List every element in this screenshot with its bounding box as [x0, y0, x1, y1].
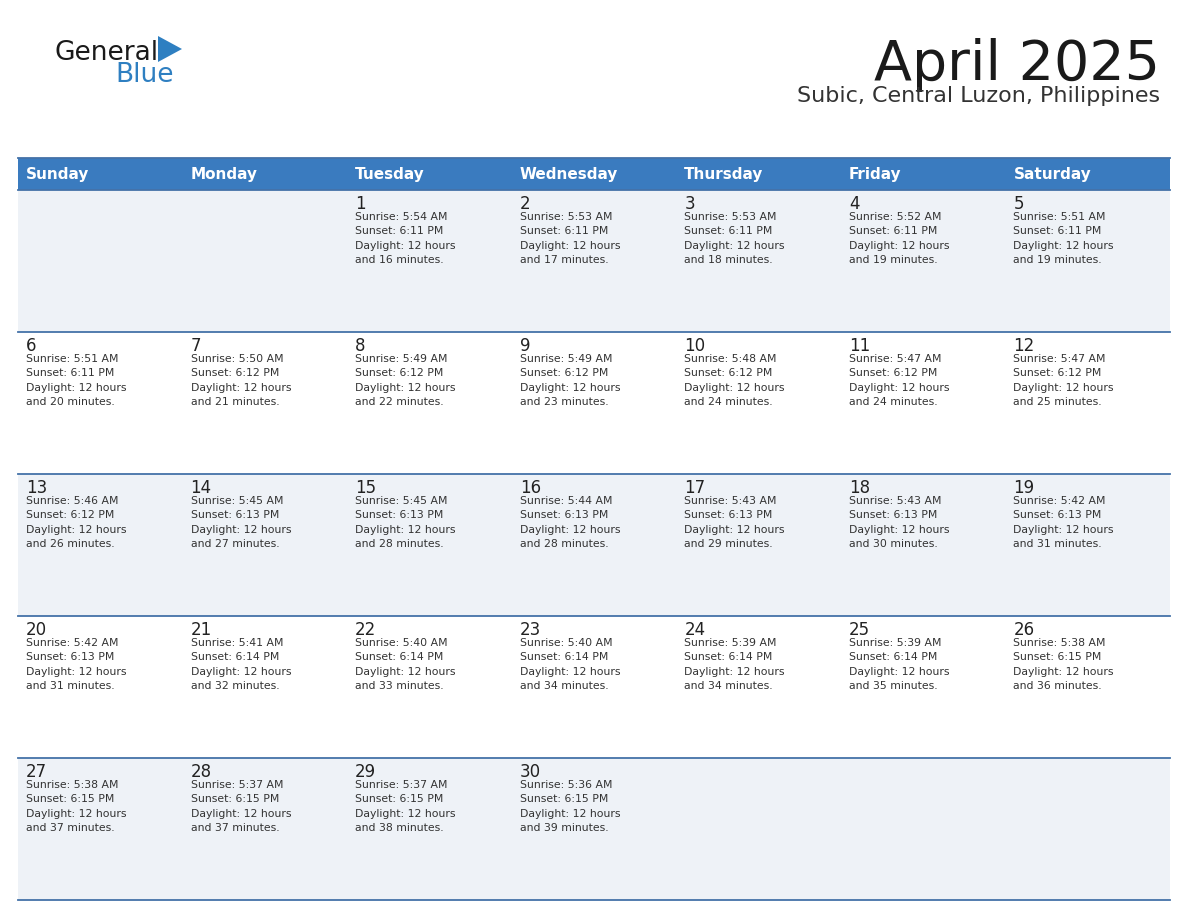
Text: Sunrise: 5:39 AM
Sunset: 6:14 PM
Daylight: 12 hours
and 35 minutes.: Sunrise: 5:39 AM Sunset: 6:14 PM Dayligh… — [849, 638, 949, 691]
Text: Sunrise: 5:42 AM
Sunset: 6:13 PM
Daylight: 12 hours
and 31 minutes.: Sunrise: 5:42 AM Sunset: 6:13 PM Dayligh… — [26, 638, 126, 691]
Text: 6: 6 — [26, 337, 37, 355]
Text: Sunrise: 5:49 AM
Sunset: 6:12 PM
Daylight: 12 hours
and 22 minutes.: Sunrise: 5:49 AM Sunset: 6:12 PM Dayligh… — [355, 354, 456, 408]
Text: 27: 27 — [26, 763, 48, 781]
Text: 28: 28 — [190, 763, 211, 781]
Text: 25: 25 — [849, 621, 870, 639]
Bar — [18, 758, 1170, 900]
Bar — [18, 332, 1170, 474]
Text: Sunrise: 5:49 AM
Sunset: 6:12 PM
Daylight: 12 hours
and 23 minutes.: Sunrise: 5:49 AM Sunset: 6:12 PM Dayligh… — [519, 354, 620, 408]
Bar — [18, 158, 1170, 190]
Text: Sunrise: 5:36 AM
Sunset: 6:15 PM
Daylight: 12 hours
and 39 minutes.: Sunrise: 5:36 AM Sunset: 6:15 PM Dayligh… — [519, 780, 620, 834]
Text: Sunrise: 5:53 AM
Sunset: 6:11 PM
Daylight: 12 hours
and 17 minutes.: Sunrise: 5:53 AM Sunset: 6:11 PM Dayligh… — [519, 212, 620, 265]
Text: Monday: Monday — [190, 166, 258, 182]
Bar — [18, 190, 1170, 332]
Text: 13: 13 — [26, 479, 48, 497]
Text: Sunrise: 5:51 AM
Sunset: 6:11 PM
Daylight: 12 hours
and 19 minutes.: Sunrise: 5:51 AM Sunset: 6:11 PM Dayligh… — [1013, 212, 1114, 265]
Text: Sunrise: 5:50 AM
Sunset: 6:12 PM
Daylight: 12 hours
and 21 minutes.: Sunrise: 5:50 AM Sunset: 6:12 PM Dayligh… — [190, 354, 291, 408]
Text: 8: 8 — [355, 337, 366, 355]
Text: Sunrise: 5:47 AM
Sunset: 6:12 PM
Daylight: 12 hours
and 24 minutes.: Sunrise: 5:47 AM Sunset: 6:12 PM Dayligh… — [849, 354, 949, 408]
Text: 29: 29 — [355, 763, 377, 781]
Text: Sunrise: 5:41 AM
Sunset: 6:14 PM
Daylight: 12 hours
and 32 minutes.: Sunrise: 5:41 AM Sunset: 6:14 PM Dayligh… — [190, 638, 291, 691]
Text: Sunrise: 5:54 AM
Sunset: 6:11 PM
Daylight: 12 hours
and 16 minutes.: Sunrise: 5:54 AM Sunset: 6:11 PM Dayligh… — [355, 212, 456, 265]
Text: 3: 3 — [684, 195, 695, 213]
Bar — [18, 616, 1170, 758]
Text: Sunrise: 5:45 AM
Sunset: 6:13 PM
Daylight: 12 hours
and 28 minutes.: Sunrise: 5:45 AM Sunset: 6:13 PM Dayligh… — [355, 496, 456, 549]
Text: 16: 16 — [519, 479, 541, 497]
Text: 18: 18 — [849, 479, 870, 497]
Text: Sunrise: 5:47 AM
Sunset: 6:12 PM
Daylight: 12 hours
and 25 minutes.: Sunrise: 5:47 AM Sunset: 6:12 PM Dayligh… — [1013, 354, 1114, 408]
Text: 11: 11 — [849, 337, 870, 355]
Text: Sunrise: 5:48 AM
Sunset: 6:12 PM
Daylight: 12 hours
and 24 minutes.: Sunrise: 5:48 AM Sunset: 6:12 PM Dayligh… — [684, 354, 785, 408]
Text: 7: 7 — [190, 337, 201, 355]
Text: 24: 24 — [684, 621, 706, 639]
Text: Sunrise: 5:45 AM
Sunset: 6:13 PM
Daylight: 12 hours
and 27 minutes.: Sunrise: 5:45 AM Sunset: 6:13 PM Dayligh… — [190, 496, 291, 549]
Text: April 2025: April 2025 — [874, 38, 1159, 92]
Text: Sunrise: 5:40 AM
Sunset: 6:14 PM
Daylight: 12 hours
and 33 minutes.: Sunrise: 5:40 AM Sunset: 6:14 PM Dayligh… — [355, 638, 456, 691]
Text: 17: 17 — [684, 479, 706, 497]
Text: Subic, Central Luzon, Philippines: Subic, Central Luzon, Philippines — [797, 86, 1159, 106]
Text: 26: 26 — [1013, 621, 1035, 639]
Text: Sunrise: 5:51 AM
Sunset: 6:11 PM
Daylight: 12 hours
and 20 minutes.: Sunrise: 5:51 AM Sunset: 6:11 PM Dayligh… — [26, 354, 126, 408]
Text: Sunday: Sunday — [26, 166, 89, 182]
Text: Sunrise: 5:38 AM
Sunset: 6:15 PM
Daylight: 12 hours
and 36 minutes.: Sunrise: 5:38 AM Sunset: 6:15 PM Dayligh… — [1013, 638, 1114, 691]
Text: Sunrise: 5:42 AM
Sunset: 6:13 PM
Daylight: 12 hours
and 31 minutes.: Sunrise: 5:42 AM Sunset: 6:13 PM Dayligh… — [1013, 496, 1114, 549]
Text: Sunrise: 5:39 AM
Sunset: 6:14 PM
Daylight: 12 hours
and 34 minutes.: Sunrise: 5:39 AM Sunset: 6:14 PM Dayligh… — [684, 638, 785, 691]
Text: Sunrise: 5:40 AM
Sunset: 6:14 PM
Daylight: 12 hours
and 34 minutes.: Sunrise: 5:40 AM Sunset: 6:14 PM Dayligh… — [519, 638, 620, 691]
Text: Thursday: Thursday — [684, 166, 764, 182]
Text: Wednesday: Wednesday — [519, 166, 618, 182]
Text: 23: 23 — [519, 621, 541, 639]
Text: 22: 22 — [355, 621, 377, 639]
Text: 10: 10 — [684, 337, 706, 355]
Text: 2: 2 — [519, 195, 530, 213]
Text: 21: 21 — [190, 621, 211, 639]
Text: 19: 19 — [1013, 479, 1035, 497]
Text: Sunrise: 5:43 AM
Sunset: 6:13 PM
Daylight: 12 hours
and 30 minutes.: Sunrise: 5:43 AM Sunset: 6:13 PM Dayligh… — [849, 496, 949, 549]
Text: Sunrise: 5:46 AM
Sunset: 6:12 PM
Daylight: 12 hours
and 26 minutes.: Sunrise: 5:46 AM Sunset: 6:12 PM Dayligh… — [26, 496, 126, 549]
Bar — [18, 474, 1170, 616]
Text: Sunrise: 5:53 AM
Sunset: 6:11 PM
Daylight: 12 hours
and 18 minutes.: Sunrise: 5:53 AM Sunset: 6:11 PM Dayligh… — [684, 212, 785, 265]
Text: Sunrise: 5:52 AM
Sunset: 6:11 PM
Daylight: 12 hours
and 19 minutes.: Sunrise: 5:52 AM Sunset: 6:11 PM Dayligh… — [849, 212, 949, 265]
Text: Friday: Friday — [849, 166, 902, 182]
Text: 12: 12 — [1013, 337, 1035, 355]
Text: 20: 20 — [26, 621, 48, 639]
Text: General: General — [55, 40, 159, 66]
Text: Sunrise: 5:37 AM
Sunset: 6:15 PM
Daylight: 12 hours
and 37 minutes.: Sunrise: 5:37 AM Sunset: 6:15 PM Dayligh… — [190, 780, 291, 834]
Text: Sunrise: 5:43 AM
Sunset: 6:13 PM
Daylight: 12 hours
and 29 minutes.: Sunrise: 5:43 AM Sunset: 6:13 PM Dayligh… — [684, 496, 785, 549]
Text: Sunrise: 5:37 AM
Sunset: 6:15 PM
Daylight: 12 hours
and 38 minutes.: Sunrise: 5:37 AM Sunset: 6:15 PM Dayligh… — [355, 780, 456, 834]
Text: Sunrise: 5:38 AM
Sunset: 6:15 PM
Daylight: 12 hours
and 37 minutes.: Sunrise: 5:38 AM Sunset: 6:15 PM Dayligh… — [26, 780, 126, 834]
Text: 30: 30 — [519, 763, 541, 781]
Text: Tuesday: Tuesday — [355, 166, 425, 182]
Text: 1: 1 — [355, 195, 366, 213]
Polygon shape — [158, 36, 182, 62]
Text: 9: 9 — [519, 337, 530, 355]
Text: Sunrise: 5:44 AM
Sunset: 6:13 PM
Daylight: 12 hours
and 28 minutes.: Sunrise: 5:44 AM Sunset: 6:13 PM Dayligh… — [519, 496, 620, 549]
Text: 15: 15 — [355, 479, 377, 497]
Text: 14: 14 — [190, 479, 211, 497]
Text: Blue: Blue — [115, 62, 173, 88]
Text: 5: 5 — [1013, 195, 1024, 213]
Text: 4: 4 — [849, 195, 859, 213]
Text: Saturday: Saturday — [1013, 166, 1092, 182]
